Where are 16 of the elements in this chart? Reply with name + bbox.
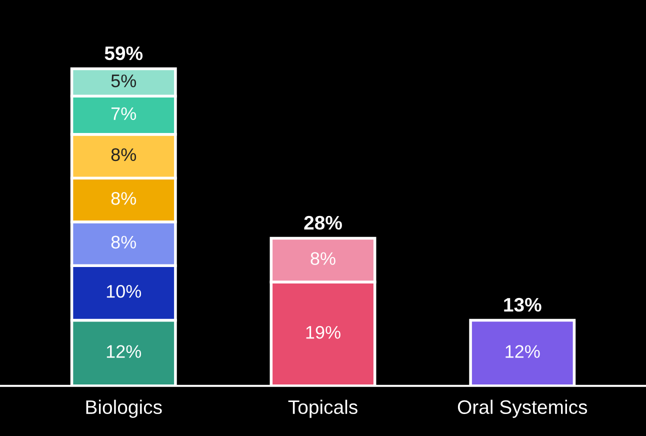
- data-label: 8%: [111, 148, 136, 162]
- data-label: 8%: [111, 236, 136, 249]
- data-label: 19%: [306, 326, 340, 339]
- data-label: 8%: [310, 252, 336, 265]
- data-label: 5%: [111, 74, 136, 88]
- x-tick-label: Topicals: [288, 400, 358, 418]
- data-label: 12%: [106, 345, 142, 358]
- total-label: 59%: [104, 46, 143, 60]
- total-label: 13%: [504, 298, 542, 312]
- x-tick-label: Oral Systemics: [458, 400, 588, 418]
- data-label: 8%: [111, 192, 136, 205]
- data-label: 12%: [506, 345, 540, 358]
- total-label: 28%: [304, 216, 342, 230]
- x-tick-label: Biologics: [86, 400, 162, 418]
- data-label: 10%: [106, 284, 142, 298]
- data-label: 7%: [111, 107, 136, 120]
